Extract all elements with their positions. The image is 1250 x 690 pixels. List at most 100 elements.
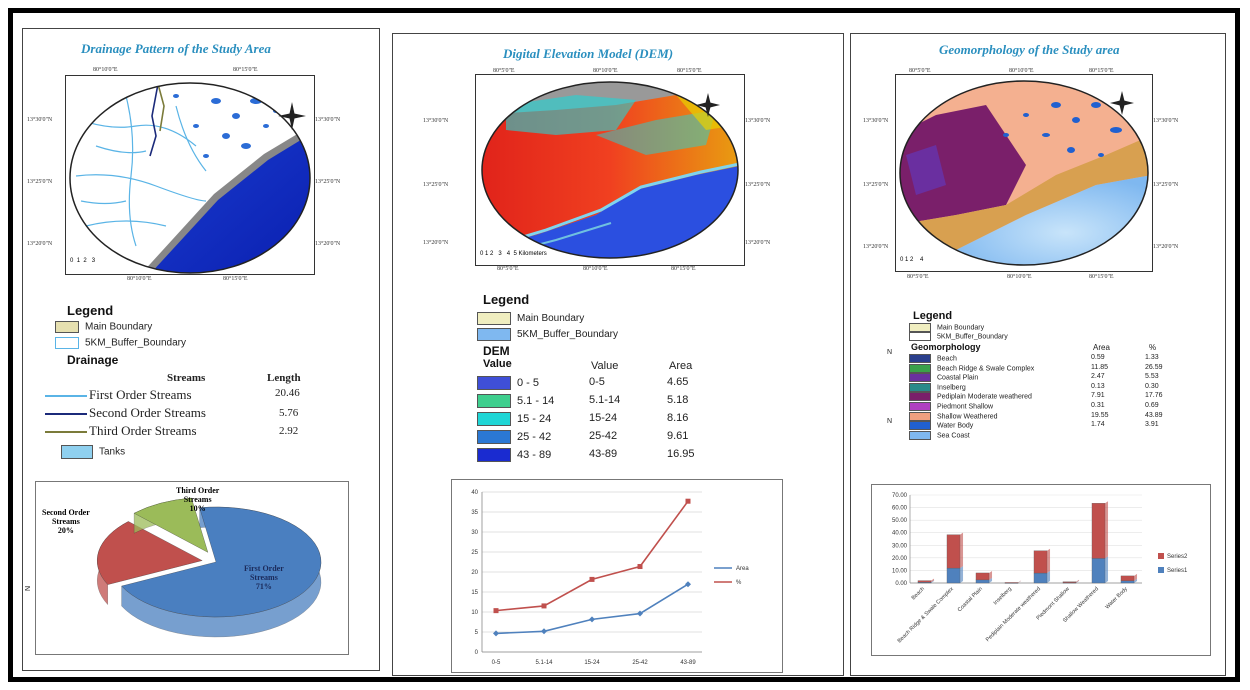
y-tick-label: 15 [471,590,478,596]
drainage-map: 0 1 2 3 [65,75,315,275]
geo-row-area: 0.31 [1091,402,1105,409]
pie-label-third: Third Order Streams 10% [176,486,220,513]
top-coord-2: 80°15'0"E [233,67,258,73]
dem-value-label: Value [483,358,512,370]
dem-title: Digital Elevation Model (DEM) [503,46,674,61]
streams-pie-chart: Third Order Streams 10% Second Order Stream… [35,481,349,655]
geo-row-pct: 0.69 [1145,402,1159,409]
y-tick-label: 5 [475,630,479,636]
bar-side [1047,571,1051,583]
geo-row-area: 2.47 [1091,373,1105,381]
geo-row-area: 0.59 [1091,354,1105,361]
bar-side [1076,580,1080,583]
dem-legend-row: 43 - 89 [477,448,551,462]
geo-area-header: Area [1093,343,1110,352]
x-tick-label: Water Body [1104,586,1129,611]
bar [1120,580,1135,584]
bar-svg: 0.00 10.00 20.00 30.00 40.00 50.00 60.00 70.00 B… [892,493,1188,644]
second-order-length: 5.76 [279,407,299,419]
dem-row-area: 16.95 [667,448,695,460]
y-tick-label: 60.00 [892,506,908,512]
y-tick-label: 35 [471,510,478,516]
dem-row-value: 0-5 [589,376,605,388]
drainage-title: Drainage Pattern of the Study Area [81,41,271,56]
bar-side [989,570,993,580]
data-point [685,498,691,504]
x-tick-label: 43-89 [680,660,696,666]
right-coord-1: 13°30'0"N [315,117,341,123]
right-coord-2: 13°25'0"N [315,179,341,185]
geo-bottom-coord-3: 80°15'0"E [1089,274,1114,280]
geo-legend-row: Water Body [909,421,973,431]
x-tick-label: Coastal Plain [957,586,984,613]
dem-bottom-coord-1: 80°5'0"E [497,266,519,272]
streams-header: Streams [167,372,206,384]
y-tick-label: 70.00 [892,493,908,499]
y-tick-label: 0 [475,650,479,656]
bottom-coord-2: 80°15'0"E [223,276,248,282]
dem-bottom-coord-3: 80°15'0"E [671,266,696,272]
geo-legend-row: Pediplain Moderate weathered [909,392,1032,402]
dem-row-value: 43-89 [589,448,618,460]
bar [975,579,990,584]
data-point [637,564,643,570]
bar-side [1018,580,1022,583]
dem-label: DEM [483,344,510,358]
geo-bar-chart: 0.00 10.00 20.00 30.00 40.00 50.00 60.00 70.00 B… [871,484,1211,656]
legend-third-order: Third Order Streams [45,423,197,439]
y-tick-label: 20 [471,570,478,576]
geo-row-area: 19.55 [1091,411,1109,419]
geo-legend-row: Coastal Plain [909,373,978,383]
pie-label-first: First Order Streams 71% [244,564,284,591]
data-point [685,581,691,588]
bar [1033,572,1048,584]
legend-label: Series2 [1167,554,1188,560]
pie-margin-mark: N [25,585,33,592]
geo-legend-main-boundary: Main Boundary [909,323,984,332]
dem-row-value: 15-24 [589,412,618,424]
x-tick-label: Beach [911,586,926,601]
bar-side [1105,501,1109,559]
geo-top-coord-3: 80°15'0"E [1089,68,1114,74]
geomorphology-panel: Geomorphology of the Study area 80°5'0"E… [850,33,1226,676]
drainage-panel: Drainage Pattern of the Study Area 80°10… [22,28,380,671]
dem-legend-row: 0 - 5 [477,376,539,390]
dem-scale-bar: 0 1 2 3 4 5 Kilometers [480,251,547,257]
geo-scale-bar: 0 1 2 4 [900,257,924,263]
data-point [493,630,499,637]
geo-row-area: 7.91 [1091,392,1105,400]
geo-right-coord-3: 13°20'0"N [1153,244,1179,250]
geo-row-pct: 0.30 [1145,382,1159,390]
series-line [495,500,689,612]
bar [946,567,961,584]
geo-right-coord-1: 13°30'0"N [1153,118,1179,124]
left-coord-3: 13°20'0"N [27,241,53,247]
length-header: Length [267,372,301,384]
left-coord-2: 13°25'0"N [27,179,53,185]
bar-side [960,566,964,583]
dem-legend-row: 5.1 - 14 [477,394,554,408]
bar-side [1105,556,1109,583]
line-svg: 0 5 10 15 20 25 30 35 40 0-5 5.1-14 15-24 25-42 43-89… [471,490,749,666]
geo-label: Geomorphology [911,342,981,352]
bar-side [931,580,935,583]
y-tick-label: 40.00 [892,531,908,537]
dem-right-coord-2: 13°25'0"N [745,182,771,188]
bar-side [1134,578,1138,583]
y-tick-label: 10.00 [892,568,908,574]
data-point [589,576,595,582]
bar [1120,575,1135,581]
data-point [541,603,547,609]
geo-pct-header: % [1149,343,1157,352]
dem-row-area: 5.18 [667,394,689,406]
first-order-length: 20.46 [275,387,300,399]
bar-side [1134,573,1138,581]
bar [1062,581,1077,583]
dem-legend-main-boundary: Main Boundary [477,312,584,325]
data-point [589,616,595,623]
pie-slice [121,506,322,618]
right-coord-3: 13°20'0"N [315,241,341,247]
legend-first-order: First Order Streams [45,387,192,403]
geo-legend-row: Sea Coast [909,430,970,440]
geo-top-coord-1: 80°5'0"E [909,68,931,74]
